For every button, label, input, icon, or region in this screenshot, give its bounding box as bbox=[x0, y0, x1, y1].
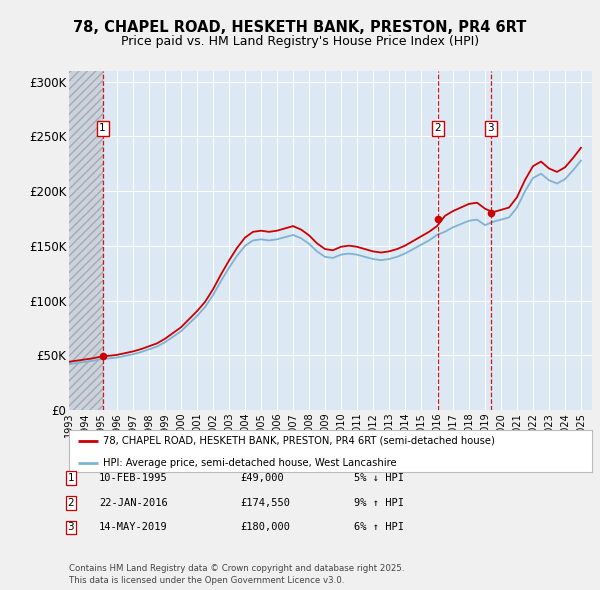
Text: 1: 1 bbox=[67, 473, 74, 483]
Text: Price paid vs. HM Land Registry's House Price Index (HPI): Price paid vs. HM Land Registry's House … bbox=[121, 35, 479, 48]
Text: Contains HM Land Registry data © Crown copyright and database right 2025.
This d: Contains HM Land Registry data © Crown c… bbox=[69, 565, 404, 585]
Text: 3: 3 bbox=[67, 523, 74, 532]
Text: £49,000: £49,000 bbox=[240, 473, 284, 483]
Text: 78, CHAPEL ROAD, HESKETH BANK, PRESTON, PR4 6RT: 78, CHAPEL ROAD, HESKETH BANK, PRESTON, … bbox=[73, 20, 527, 35]
Text: 2: 2 bbox=[67, 498, 74, 507]
Text: £180,000: £180,000 bbox=[240, 523, 290, 532]
Text: £174,550: £174,550 bbox=[240, 498, 290, 507]
Text: 3: 3 bbox=[488, 123, 494, 133]
Text: 22-JAN-2016: 22-JAN-2016 bbox=[99, 498, 168, 507]
Text: 2: 2 bbox=[434, 123, 441, 133]
Bar bbox=[69, 71, 103, 410]
Text: 14-MAY-2019: 14-MAY-2019 bbox=[99, 523, 168, 532]
Text: 10-FEB-1995: 10-FEB-1995 bbox=[99, 473, 168, 483]
Text: HPI: Average price, semi-detached house, West Lancashire: HPI: Average price, semi-detached house,… bbox=[103, 458, 397, 468]
Text: 9% ↑ HPI: 9% ↑ HPI bbox=[354, 498, 404, 507]
Text: 6% ↑ HPI: 6% ↑ HPI bbox=[354, 523, 404, 532]
Text: 1: 1 bbox=[99, 123, 106, 133]
Text: 5% ↓ HPI: 5% ↓ HPI bbox=[354, 473, 404, 483]
Text: 78, CHAPEL ROAD, HESKETH BANK, PRESTON, PR4 6RT (semi-detached house): 78, CHAPEL ROAD, HESKETH BANK, PRESTON, … bbox=[103, 436, 495, 446]
